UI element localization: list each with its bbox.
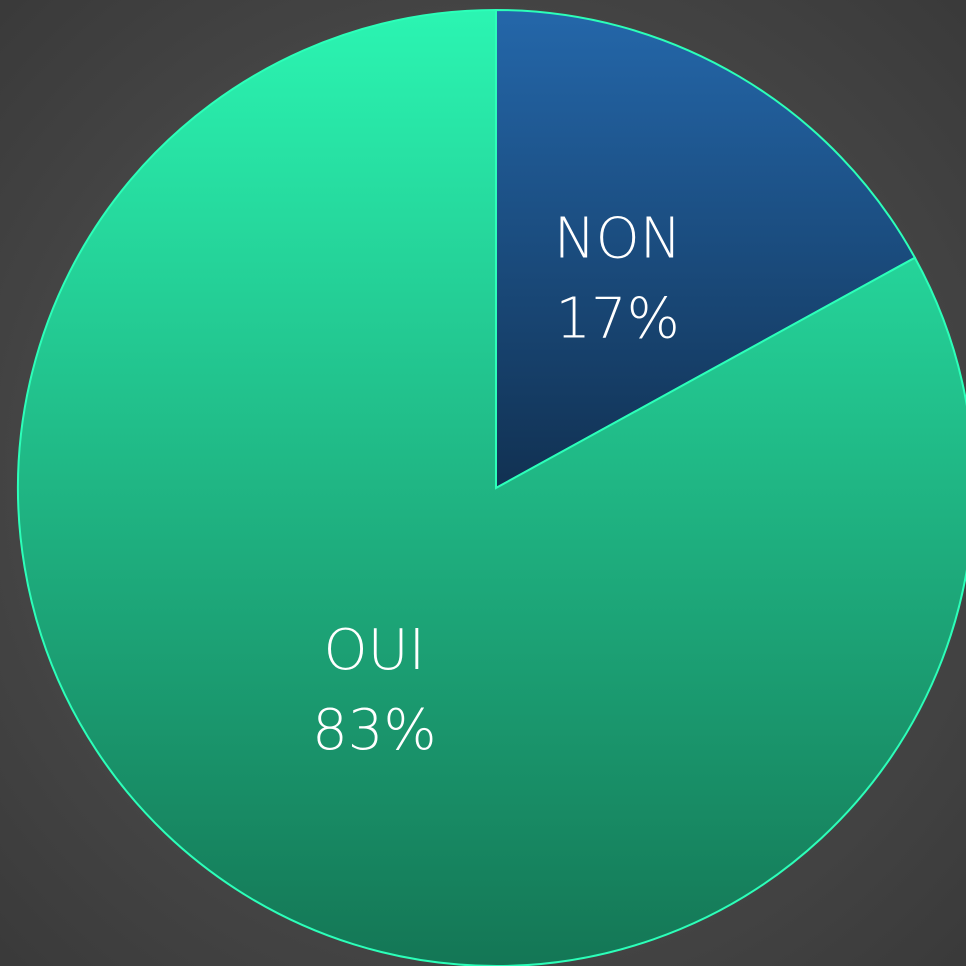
slice-value-label: 83%: [312, 698, 436, 763]
slice-category-label: NON: [554, 207, 682, 272]
pie-slice: [495, 8, 917, 490]
slice-category-label: OUI: [324, 618, 426, 683]
slice-value-label: 17%: [555, 287, 679, 352]
pie-slice: [17, 8, 966, 966]
